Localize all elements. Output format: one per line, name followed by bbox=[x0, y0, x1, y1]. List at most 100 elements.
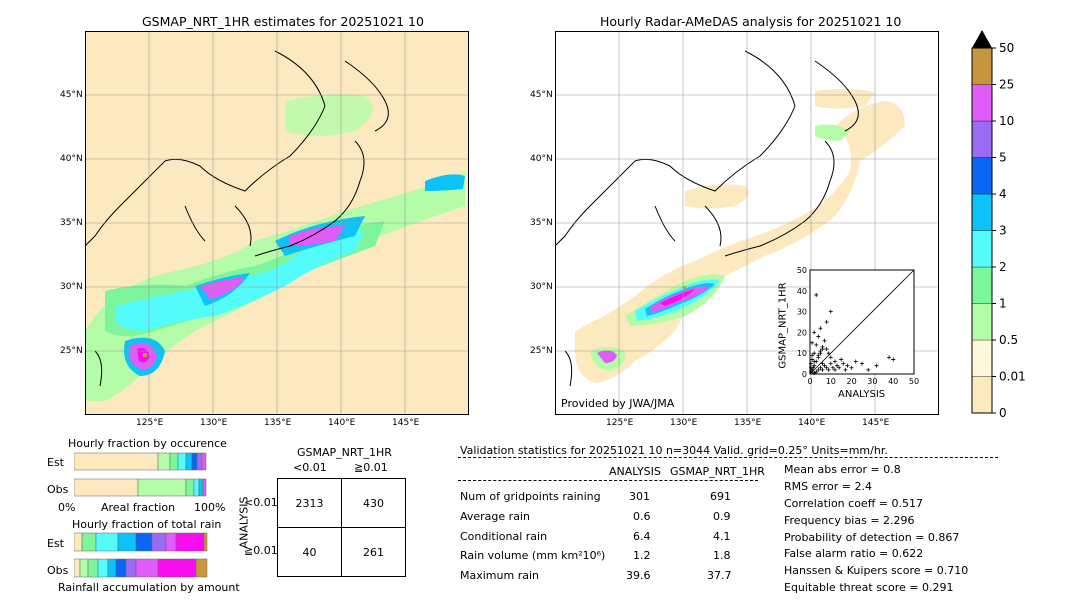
colorbar-segment bbox=[971, 376, 993, 414]
left-lon-label: 145°E bbox=[392, 418, 420, 428]
stat-analysis: 1.2 bbox=[633, 549, 651, 562]
scatter-point bbox=[818, 326, 823, 331]
stat-label: Rain volume (mm km²10⁶) bbox=[460, 549, 606, 562]
contingency-row-0: <0.01 bbox=[244, 496, 278, 509]
scatter-point bbox=[810, 367, 815, 372]
scatter-point bbox=[812, 330, 817, 335]
scatter-point bbox=[810, 357, 815, 362]
scatter-x-tick-label: 10 bbox=[826, 377, 836, 386]
scatter-point bbox=[891, 357, 896, 362]
right-lon-label: 135°E bbox=[734, 418, 762, 428]
colorbar-segment bbox=[971, 120, 993, 158]
scatter-point bbox=[812, 363, 817, 368]
scatter-point bbox=[860, 361, 864, 366]
left-lon-label: 125°E bbox=[136, 418, 164, 428]
left-rain-field bbox=[85, 94, 465, 401]
left-lat-label: 35°N bbox=[60, 218, 83, 228]
validation-col-gsmap: GSMAP_NRT_1HR bbox=[670, 465, 765, 478]
scatter-point bbox=[818, 365, 823, 370]
contingency-cell: 430 bbox=[341, 478, 406, 528]
scatter-point bbox=[820, 344, 825, 349]
scatter-point bbox=[824, 347, 829, 352]
contingency-cell: 2313 bbox=[277, 478, 342, 528]
rain-fraction-row-obs: Obs bbox=[47, 564, 69, 577]
scatter-point bbox=[849, 365, 854, 370]
score-line: Mean abs error = 0.8 bbox=[784, 463, 901, 476]
right-lat-label: 25°N bbox=[530, 346, 553, 356]
scatter-point bbox=[828, 355, 833, 360]
scatter-point bbox=[820, 367, 825, 372]
occurrence-bars bbox=[74, 452, 207, 497]
scatter-x-tick-label: 40 bbox=[888, 377, 898, 386]
score-line: RMS error = 2.4 bbox=[784, 480, 872, 493]
scatter-point bbox=[824, 320, 829, 324]
scatter-y-tick-label: 50 bbox=[797, 266, 807, 275]
scatter-point bbox=[839, 357, 844, 362]
stat-analysis: 301 bbox=[629, 490, 650, 503]
right-lat-label: 40°N bbox=[530, 154, 553, 164]
scatter-y-tick-label: 20 bbox=[797, 328, 807, 337]
scatter-point bbox=[832, 359, 837, 364]
scatter-point bbox=[853, 359, 858, 364]
left-gridlines bbox=[85, 31, 469, 415]
scatter-point bbox=[841, 361, 846, 366]
scatter-plot: 00 10 10 20 20 30 30 40 40 50 50 bbox=[797, 266, 919, 386]
scatter-y-tick-label: 0 bbox=[802, 370, 807, 379]
stat-gsmap: 1.8 bbox=[713, 549, 731, 562]
left-lat-label: 40°N bbox=[60, 154, 83, 164]
scatter-y-tick-label: 10 bbox=[797, 349, 807, 358]
score-line: Equitable threat score = 0.291 bbox=[784, 581, 954, 594]
scatter-point bbox=[822, 363, 827, 368]
scatter-point bbox=[812, 370, 817, 375]
right-map-title: Hourly Radar-AMeDAS analysis for 2025102… bbox=[600, 14, 902, 29]
contingency-row-1: ≧0.01 bbox=[244, 544, 278, 557]
scatter-point bbox=[812, 359, 817, 364]
stat-label: Num of gridpoints raining bbox=[460, 490, 601, 503]
scatter-x-tick-label: 0 bbox=[807, 377, 812, 386]
contingency-cell: 40 bbox=[277, 527, 342, 577]
stat-label: Average rain bbox=[460, 510, 530, 523]
data-credit: Provided by JWA/JMA bbox=[561, 397, 675, 410]
colorbar-tick-label: 50 bbox=[999, 41, 1014, 55]
stat-analysis: 0.6 bbox=[633, 510, 651, 523]
score-line: False alarm ratio = 0.622 bbox=[784, 547, 924, 560]
scatter-point bbox=[843, 367, 848, 372]
colorbar: 0 0.01 0.5 1 2 3 4 5 10 25 50 bbox=[971, 30, 1025, 418]
scatter-point bbox=[824, 365, 829, 370]
left-map bbox=[85, 31, 469, 415]
score-line: Correlation coeff = 0.517 bbox=[784, 497, 923, 510]
colorbar-tick-label: 5 bbox=[999, 151, 1007, 165]
right-lon-label: 140°E bbox=[798, 418, 826, 428]
scatter-point bbox=[814, 342, 819, 347]
occurrence-axis-mid: Areal fraction bbox=[101, 501, 176, 514]
score-line: Hanssen & Kuipers score = 0.710 bbox=[784, 564, 969, 577]
left-lon-label: 140°E bbox=[328, 418, 356, 428]
colorbar-extend-triangle bbox=[972, 30, 992, 48]
stat-label: Conditional rain bbox=[460, 530, 548, 543]
contingency-table: 2313 430 40 261 bbox=[277, 478, 406, 577]
colorbar-tick-label: 0 bbox=[999, 406, 1007, 418]
scatter-point bbox=[887, 355, 892, 360]
occurrence-axis-left: 0% bbox=[58, 501, 76, 514]
scatter-point bbox=[828, 309, 833, 314]
left-lat-label: 45°N bbox=[60, 90, 83, 100]
rain-fraction-row-est: Est bbox=[47, 537, 64, 550]
scatter-point bbox=[845, 363, 850, 368]
occurrence-axis-right: 100% bbox=[194, 501, 226, 514]
scatter-x-tick-label: 50 bbox=[909, 377, 919, 386]
rain-fraction-title: Hourly fraction of total rain bbox=[72, 518, 222, 531]
scatter-point bbox=[809, 361, 814, 366]
colorbar-segment bbox=[971, 230, 993, 268]
stat-gsmap: 691 bbox=[710, 490, 731, 503]
scatter-y-tick-label: 30 bbox=[797, 308, 807, 317]
right-lat-label: 35°N bbox=[530, 218, 553, 228]
scatter-point bbox=[814, 369, 819, 374]
scatter-x-tick-label: 20 bbox=[847, 377, 857, 386]
right-lat-label: 45°N bbox=[530, 90, 553, 100]
left-lat-label: 30°N bbox=[60, 282, 83, 292]
right-lon-label: 125°E bbox=[606, 418, 634, 428]
scatter-ylabel: GSMAP_NRT_1HR bbox=[777, 282, 789, 369]
stat-analysis: 6.4 bbox=[633, 530, 651, 543]
colorbar-tick-label: 0.5 bbox=[999, 333, 1018, 347]
scatter-point bbox=[818, 349, 823, 354]
